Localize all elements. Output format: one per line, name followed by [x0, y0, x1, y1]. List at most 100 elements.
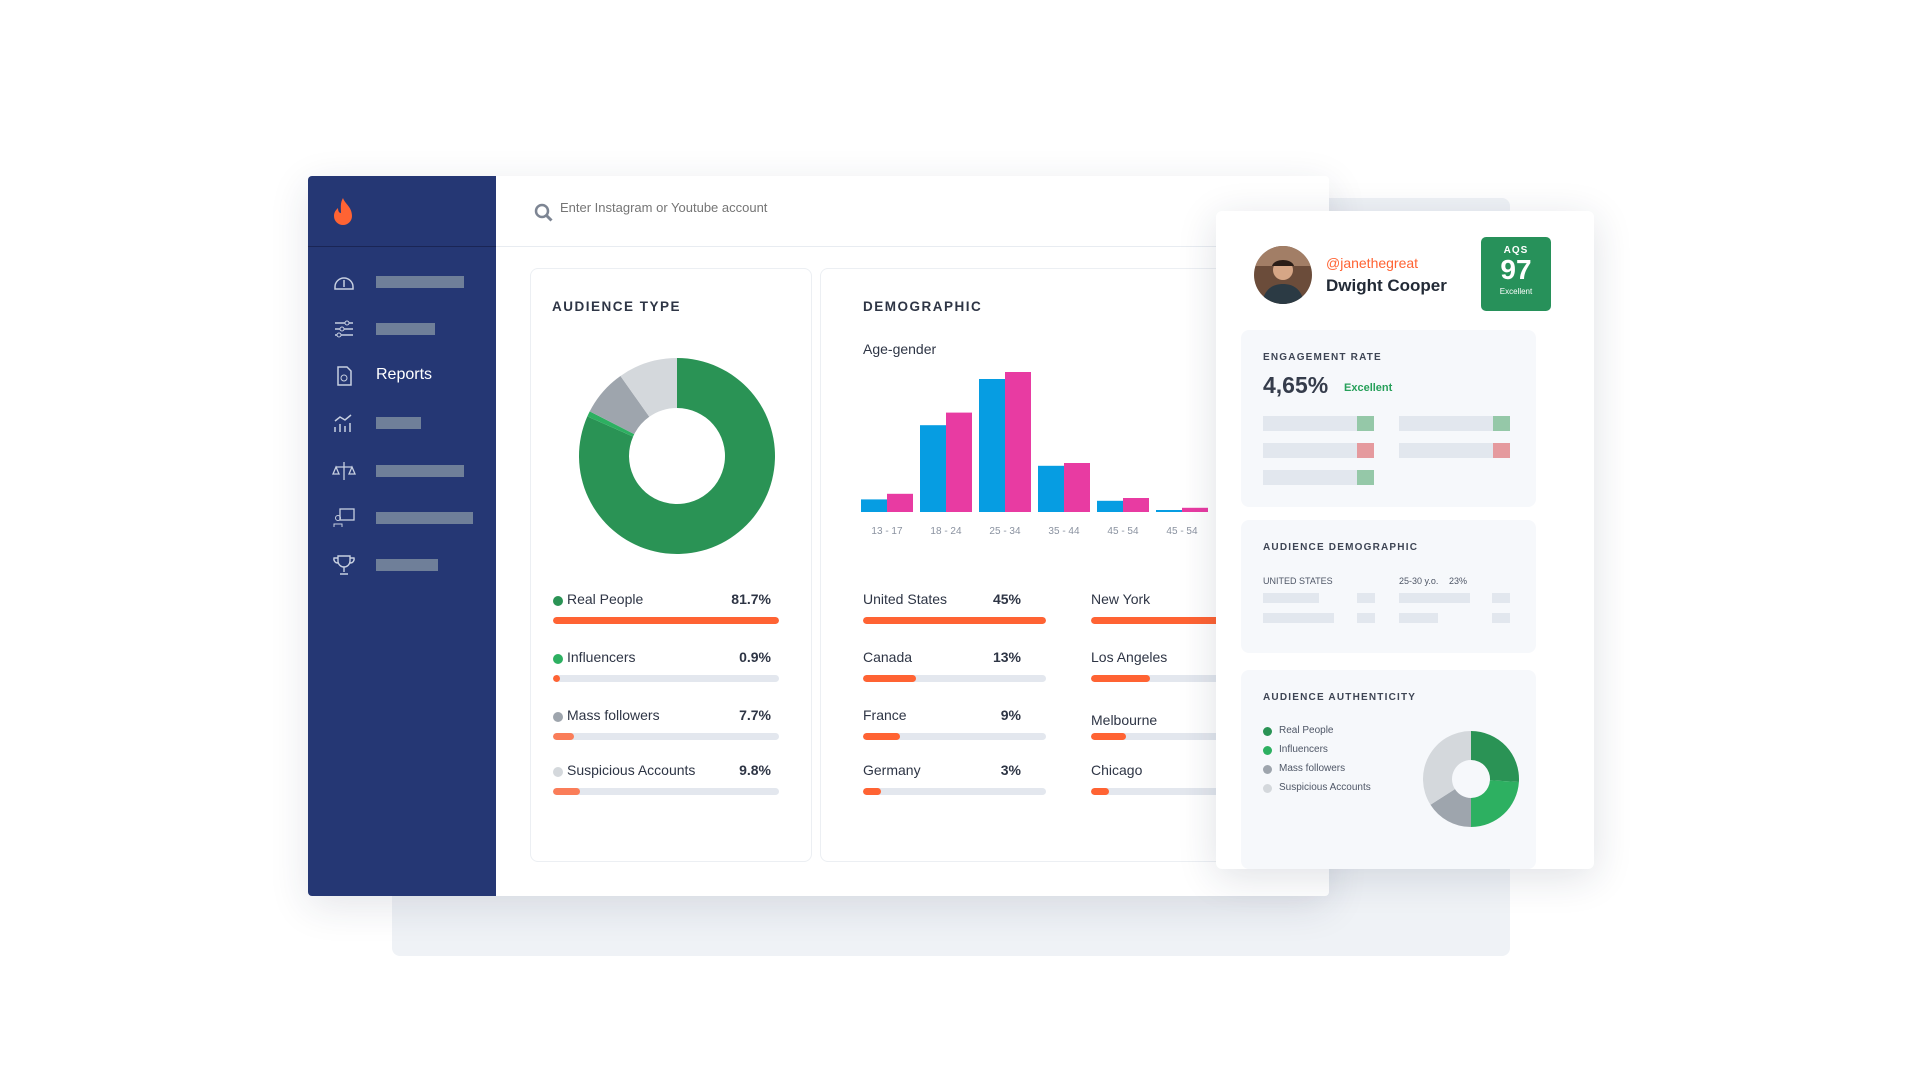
placeholder-bar — [1399, 593, 1470, 603]
authenticity-donut — [1423, 731, 1519, 827]
aqs-label: AQS — [1503, 245, 1529, 256]
audience-authenticity-panel: AUDIENCE AUTHENTICITY Real People Influe… — [1241, 670, 1536, 869]
placeholder-bar — [1263, 613, 1334, 623]
x-tick-label: 13 - 17 — [871, 526, 903, 537]
audience-type-card: AUDIENCE TYPE Real People 81.7% Influenc… — [530, 268, 812, 862]
bar-male[interactable] — [1038, 465, 1064, 512]
donut-slice[interactable] — [620, 358, 677, 417]
placeholder-bar — [1492, 613, 1510, 623]
sidebar: Reports — [308, 176, 496, 896]
legend-dot — [553, 654, 563, 664]
placeholder-bar — [1492, 593, 1510, 603]
engagement-value: 4,65% — [1263, 372, 1329, 398]
row-label: Mass followers — [567, 707, 660, 723]
aqs-rating: Excellent — [1499, 287, 1533, 296]
bar-male[interactable] — [861, 499, 887, 512]
sidebar-item-filters[interactable] — [308, 311, 496, 347]
bar-female[interactable] — [946, 412, 972, 512]
placeholder-bar — [1263, 593, 1319, 603]
donut-slice[interactable] — [1430, 789, 1471, 827]
donut-slice[interactable] — [579, 358, 775, 554]
bar-male[interactable] — [1097, 500, 1123, 512]
placeholder-bar — [1399, 613, 1438, 623]
row-percent: 7.7% — [739, 707, 771, 723]
metric-placeholder — [1399, 443, 1510, 458]
row-label: Suspicious Accounts — [567, 762, 696, 778]
progress-bar — [1091, 617, 1274, 624]
legend-dot — [553, 712, 563, 722]
progress-fill — [863, 675, 916, 682]
progress-bar — [553, 733, 779, 740]
x-tick-label: 45 - 54 — [1107, 526, 1139, 537]
donut-slice[interactable] — [589, 375, 650, 435]
city-row: Melbourne — [1091, 712, 1291, 752]
bar-male[interactable] — [920, 425, 946, 512]
panel-title: ENGAGEMENT RATE — [1263, 352, 1382, 363]
legend-dot — [1263, 765, 1272, 774]
card-title: AUDIENCE TYPE — [552, 299, 682, 314]
report-icon — [337, 366, 352, 386]
progress-bar — [863, 675, 1046, 682]
country-row: France 9% — [863, 707, 1053, 747]
donut-slice[interactable] — [1423, 731, 1471, 805]
audience-demographic-panel: AUDIENCE DEMOGRAPHIC UNITED STATES 25-30… — [1241, 520, 1536, 653]
metric-placeholder — [1263, 443, 1374, 458]
chart-subtitle: Age-gender — [863, 341, 937, 357]
age-gender-bar-chart: 13 - 17 18 - 24 25 - 34 35 - 44 45 - 54 45 - … — [861, 372, 1208, 537]
city-label: Chicago — [1091, 762, 1143, 778]
progress-fill — [863, 788, 882, 795]
progress-bar — [553, 788, 779, 795]
bar-female[interactable] — [1005, 372, 1031, 512]
search-icon[interactable] — [534, 203, 554, 223]
sidebar-item-reports[interactable]: Reports — [308, 358, 496, 394]
legend-dot — [553, 767, 563, 777]
row-percent: 81.7% — [731, 591, 771, 607]
progress-bar — [1091, 788, 1274, 795]
search-input[interactable] — [560, 200, 1060, 215]
country-percent: 3% — [1000, 762, 1021, 778]
bar-male[interactable] — [979, 379, 1005, 512]
progress-bar — [553, 675, 779, 682]
engagement-rating: Excellent — [1344, 382, 1393, 394]
country-percent: 13% — [992, 649, 1021, 665]
sidebar-item-dashboard[interactable] — [308, 264, 496, 300]
panel-title: AUDIENCE DEMOGRAPHIC — [1263, 542, 1419, 553]
metric-placeholder — [1399, 416, 1510, 431]
sidebar-item-analytics[interactable] — [308, 405, 496, 441]
placeholder-bar — [1357, 593, 1375, 603]
sidebar-item-compare[interactable] — [308, 453, 496, 489]
sidebar-label-placeholder — [376, 417, 421, 429]
bar-female[interactable] — [1123, 498, 1149, 512]
row-label: Real People — [567, 591, 644, 607]
row-label: Influencers — [567, 649, 636, 665]
city-row: New York — [1091, 591, 1291, 631]
legend-item: Suspicious Accounts — [1263, 782, 1413, 798]
top-country: UNITED STATES — [1263, 576, 1333, 586]
sidebar-item-rankings[interactable] — [308, 547, 496, 583]
donut-slice[interactable] — [1471, 731, 1519, 783]
donut-slice[interactable] — [1471, 780, 1519, 827]
analytics-icon — [334, 414, 352, 432]
bar-female[interactable] — [1182, 507, 1208, 512]
progress-bar — [863, 617, 1046, 624]
profile-handle[interactable]: @janethegreat — [1326, 255, 1419, 271]
app-window: Reports AUDIENCE TYPE Real People 81.7% … — [308, 176, 1329, 896]
sliders-icon — [335, 320, 353, 338]
city-row: Chicago — [1091, 762, 1291, 802]
flame-logo-icon[interactable] — [332, 198, 354, 226]
city-label: Los Angeles — [1091, 649, 1168, 665]
country-label: United States — [863, 591, 948, 607]
donut-slice[interactable] — [587, 411, 635, 437]
bar-male[interactable] — [1156, 510, 1182, 512]
bar-female[interactable] — [887, 493, 913, 512]
sidebar-label-placeholder — [376, 512, 473, 524]
sidebar-label-placeholder — [376, 559, 438, 571]
legend-label: Influencers — [1279, 744, 1328, 755]
sidebar-item-campaigns[interactable] — [308, 500, 496, 536]
progress-fill — [553, 788, 581, 795]
avatar[interactable] — [1254, 246, 1312, 304]
progress-fill — [553, 617, 779, 624]
country-row: Canada 13% — [863, 649, 1053, 689]
bar-female[interactable] — [1064, 463, 1090, 512]
top-age: 25-30 y.o. — [1399, 576, 1439, 586]
